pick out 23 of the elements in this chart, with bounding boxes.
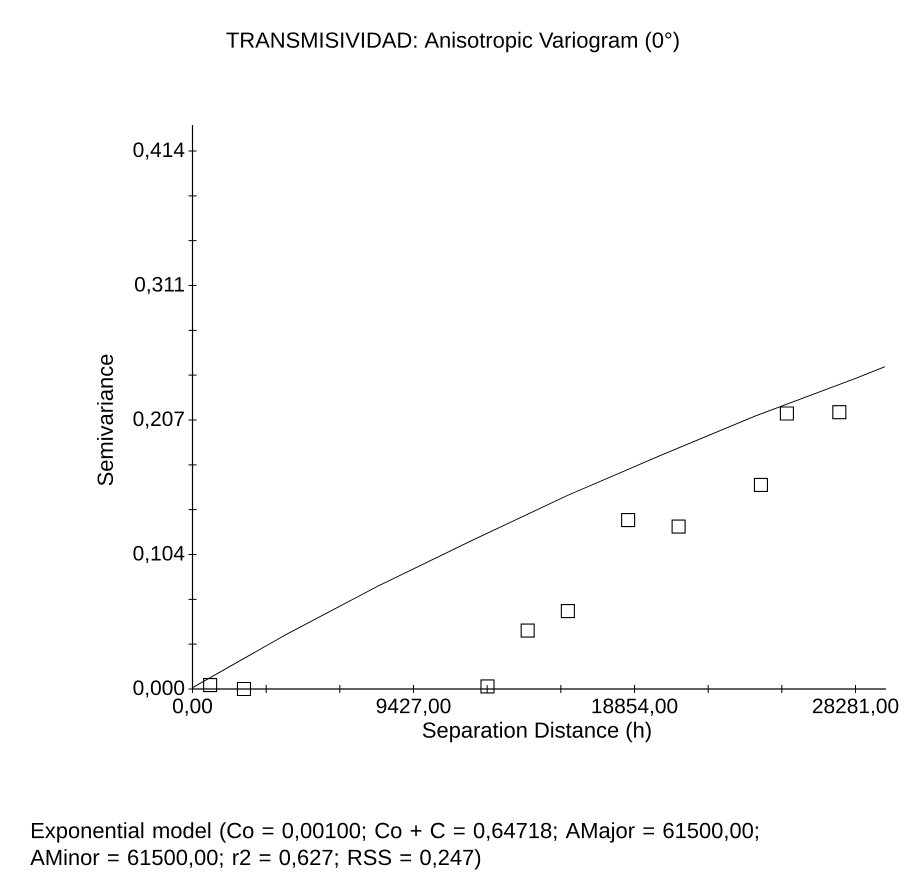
point <box>560 604 575 618</box>
point <box>520 623 535 638</box>
point <box>754 478 768 492</box>
chart-title: TRANSMISIVIDAD: Anisotropic Variogram (0°) <box>226 32 679 52</box>
y-tick-label: 0,104 <box>133 546 184 564</box>
text: Exponential model (Co = 0,00100; Co + C = 0,64718; AMajor = 61500,00; AMinor = 61500,00; r2 = 0,627; RSS = 0,247) <box>30 822 758 870</box>
x-tick-label: 28281,00 <box>812 698 898 716</box>
point <box>203 678 218 692</box>
point <box>832 405 846 420</box>
point <box>236 682 252 696</box>
x-tick-label: 0,00 <box>172 698 212 716</box>
point <box>480 679 495 694</box>
y-tick-label: 0,311 <box>134 276 184 294</box>
point <box>672 520 686 534</box>
y-tick-label: 0,414 <box>133 142 184 160</box>
x-axis-title: Separation Distance (h) <box>422 722 651 742</box>
x-tick-label: 18854,00 <box>592 698 678 716</box>
x-tick-label: 9427,00 <box>376 698 450 716</box>
point <box>621 513 636 528</box>
point <box>780 406 794 421</box>
y-tick-label: 0,207 <box>133 411 184 429</box>
y-axis-title: Semivariance <box>96 354 114 486</box>
y-tick-label: 0,000 <box>133 680 184 698</box>
